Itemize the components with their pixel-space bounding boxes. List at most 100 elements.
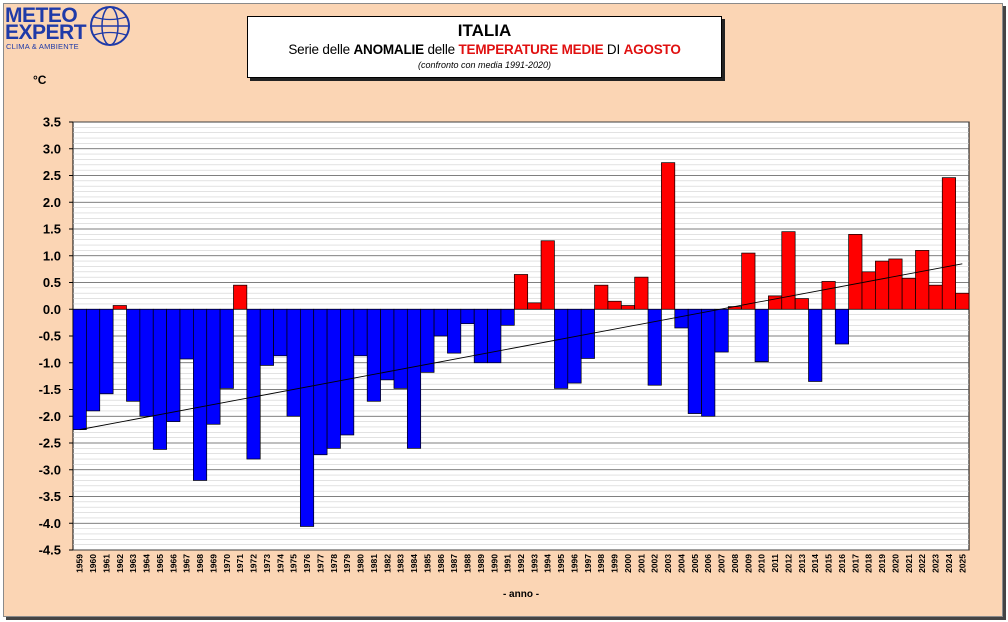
bar-2001 — [634, 276, 649, 310]
bar-1985 — [420, 308, 435, 373]
bar-2002 — [647, 308, 662, 386]
x-tick-label: 2022 — [917, 554, 927, 573]
x-tick-label: 1990 — [489, 554, 499, 573]
bar-1975 — [286, 308, 301, 417]
bar-2015 — [821, 281, 836, 310]
title-box: ITALIA Serie delle ANOMALIE delle TEMPER… — [247, 16, 722, 78]
x-tick-label: 1970 — [222, 554, 232, 573]
x-tick-label: 2008 — [730, 554, 740, 573]
bar-1999 — [607, 300, 622, 310]
bar-1995 — [554, 308, 569, 389]
y-axis-label: °C — [33, 73, 47, 87]
x-tick-label: 1975 — [289, 554, 299, 573]
x-tick-label: 1988 — [463, 554, 473, 573]
bar-1986 — [433, 308, 448, 337]
y-tick-label: -1.0 — [39, 355, 61, 370]
x-tick-label: 2001 — [636, 554, 646, 573]
x-tick-label: 1995 — [556, 554, 566, 573]
bar-1978 — [326, 308, 341, 449]
x-tick-label: 2017 — [850, 554, 860, 573]
bar-1962 — [112, 305, 127, 310]
y-tick-label: -4.5 — [39, 543, 61, 558]
bar-1979 — [340, 308, 355, 436]
x-tick-label: 2007 — [717, 554, 727, 573]
x-tick-label: 1979 — [342, 554, 352, 573]
y-tick-label: -2.0 — [39, 409, 61, 424]
bar-1992 — [513, 274, 529, 310]
y-tick-label: 3.0 — [43, 141, 61, 156]
x-tick-label: 1963 — [128, 554, 138, 573]
chart-title: ITALIA — [457, 21, 512, 40]
bar-2014 — [808, 308, 823, 382]
bar-1990 — [487, 308, 502, 364]
x-tick-label: 1992 — [516, 554, 526, 573]
x-tick-label: 1976 — [302, 554, 312, 573]
x-tick-label: 2000 — [623, 554, 633, 573]
bar-1976 — [299, 308, 315, 527]
x-tick-label: 2005 — [690, 554, 700, 573]
x-tick-label: 1969 — [208, 554, 218, 573]
bar-2003 — [661, 162, 676, 310]
bar-1987 — [447, 308, 462, 354]
x-tick-label: 2004 — [676, 554, 686, 573]
x-tick-label: 2009 — [743, 554, 753, 573]
x-tick-label: 1974 — [275, 554, 285, 573]
x-tick-label: 2025 — [957, 554, 967, 573]
x-tick-label: 1989 — [476, 554, 486, 573]
bar-1981 — [366, 308, 381, 402]
y-tick-label: 0.0 — [43, 302, 61, 317]
globe-icon — [90, 6, 130, 46]
bar-2010 — [754, 308, 769, 363]
y-tick-label: 1.5 — [43, 222, 61, 237]
x-tick-label: 1997 — [583, 554, 593, 573]
bar-1972 — [246, 308, 261, 460]
bar-2013 — [794, 298, 809, 310]
x-tick-label: 1981 — [369, 554, 379, 573]
y-tick-label: -3.0 — [39, 462, 61, 477]
logo-tagline: CLIMA & AMBIENTE — [6, 42, 79, 51]
x-tick-label: 1994 — [543, 554, 553, 573]
bar-1994 — [540, 240, 555, 310]
bar-2018 — [861, 271, 876, 310]
meteo-expert-logo: METEO EXPERT CLIMA & AMBIENTE — [5, 4, 130, 52]
bar-2025 — [955, 292, 970, 310]
x-tick-label: 1964 — [142, 554, 152, 573]
bar-2009 — [741, 252, 756, 310]
subtitle-part6: AGOSTO — [623, 42, 681, 57]
y-tick-label: 3.5 — [43, 115, 61, 130]
bar-2019 — [875, 260, 890, 310]
x-tick-label: 2019 — [877, 554, 887, 573]
bar-1996 — [567, 308, 582, 384]
x-tick-label: 2020 — [890, 554, 900, 573]
bar-1993 — [527, 302, 542, 310]
x-tick-label: 1987 — [449, 554, 459, 573]
x-tick-label: 2003 — [663, 554, 673, 573]
bar-1960 — [86, 308, 101, 412]
bar-1965 — [152, 308, 167, 450]
bar-2005 — [687, 308, 702, 414]
x-tick-label: 1991 — [503, 554, 513, 573]
bar-1970 — [219, 308, 234, 389]
bar-1988 — [460, 308, 475, 325]
x-tick-label: 1998 — [596, 554, 606, 573]
bar-2024 — [941, 177, 956, 310]
bar-2000 — [620, 305, 636, 310]
x-tick-label: 1967 — [182, 554, 192, 573]
x-tick-label: 1985 — [422, 554, 432, 573]
bar-1968 — [193, 308, 208, 481]
logo-line1: METEO — [5, 4, 78, 27]
x-tick-label: 2018 — [864, 554, 874, 573]
trend-line — [79, 263, 963, 431]
bar-1967 — [179, 308, 194, 360]
subtitle-part1: Serie delle — [288, 42, 354, 57]
bar-1991 — [500, 308, 515, 326]
chart-note: (confronto con media 1991-2020) — [417, 60, 552, 70]
x-tick-label: 2006 — [703, 554, 713, 573]
bar-1980 — [353, 308, 368, 357]
x-tick-label: 1978 — [329, 554, 339, 573]
bar-2023 — [928, 284, 943, 310]
x-tick-label: 2024 — [944, 554, 954, 573]
x-tick-label: 2015 — [824, 554, 834, 573]
x-tick-label: 1972 — [249, 554, 259, 573]
